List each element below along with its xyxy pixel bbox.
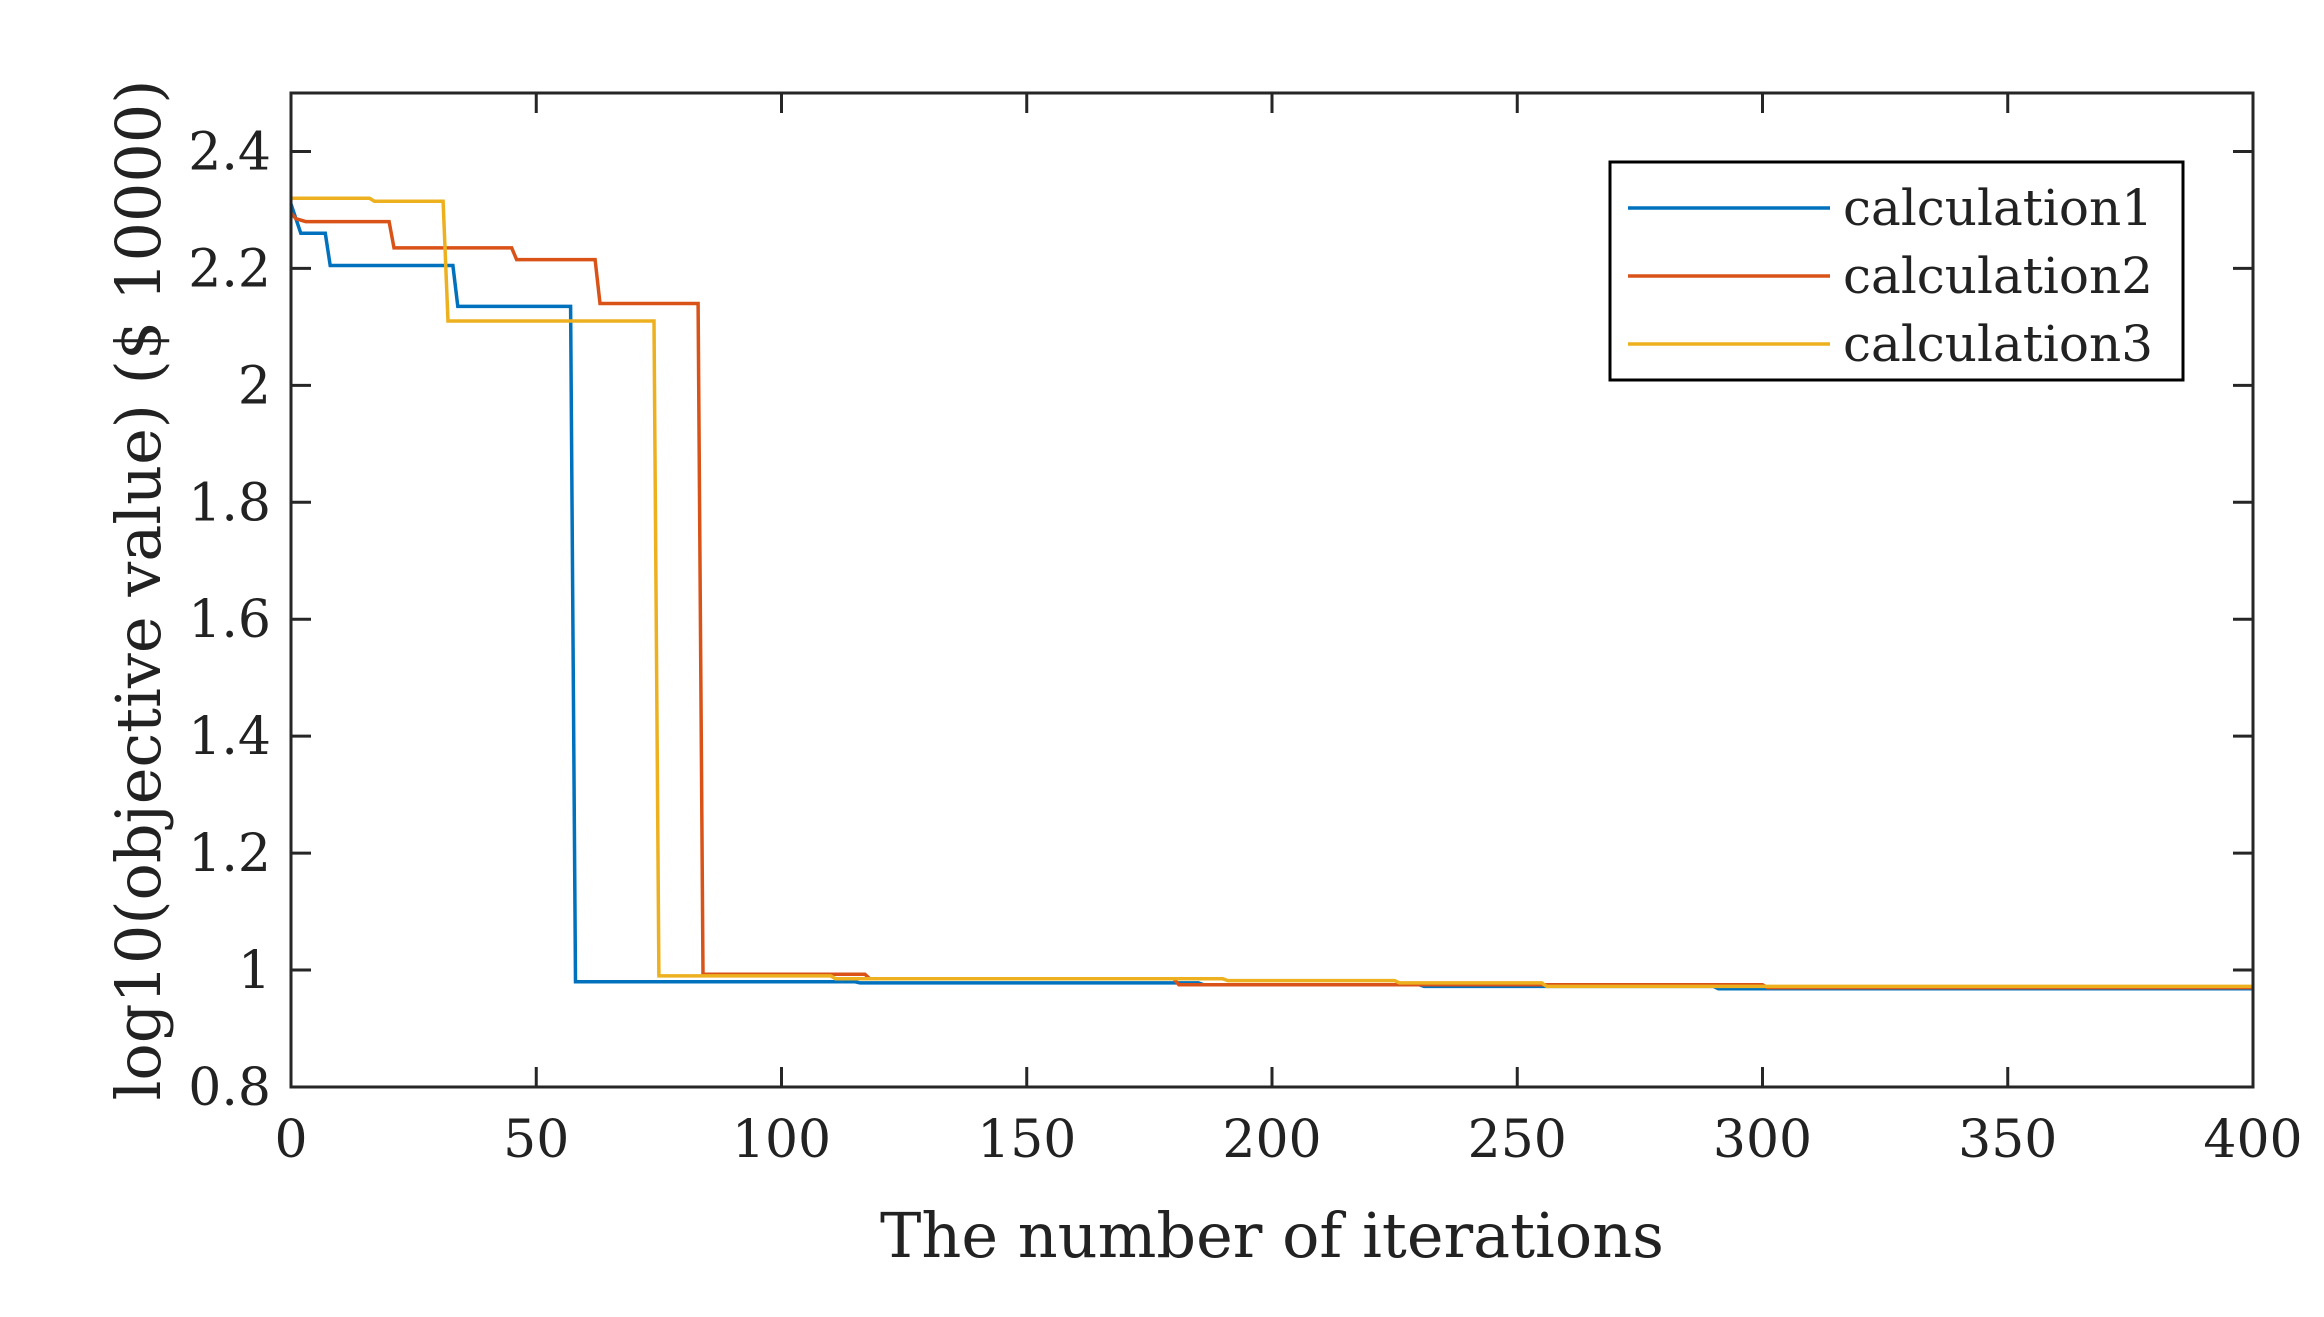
y-tick-labels: 0.8 1 1.2 1.4 1.6 1.8 2 2.2 2.4 xyxy=(188,122,271,1118)
series-line-calculation3 xyxy=(291,196,2253,989)
x-tick-label: 200 xyxy=(1222,1110,1321,1170)
y-tick-label: 2.2 xyxy=(188,239,271,299)
y-tick-label: 1.4 xyxy=(188,707,271,767)
y-tick-label: 2 xyxy=(238,356,271,416)
x-tick-label: 50 xyxy=(503,1110,569,1170)
x-tick-label: 300 xyxy=(1713,1110,1812,1170)
legend-label-calculation1: calculation1 xyxy=(1843,179,2153,237)
legend-label-calculation3: calculation3 xyxy=(1843,315,2153,373)
y-tick-label: 1.6 xyxy=(188,590,271,650)
x-tick-label: 250 xyxy=(1468,1110,1567,1170)
y-axis-title: log10(objective value) ($ 10000) xyxy=(102,80,175,1101)
series-line-calculation2 xyxy=(289,211,2253,990)
y-tick-label: 0.8 xyxy=(188,1058,271,1118)
x-tick-label: 100 xyxy=(732,1110,831,1170)
legend: calculation1 calculation2 calculation3 xyxy=(1608,160,2185,382)
series-layer xyxy=(289,196,2253,991)
x-axis-title: The number of iterations xyxy=(880,1199,1664,1272)
y-tick-label: 1 xyxy=(238,941,271,1001)
plot-frame xyxy=(289,91,2255,1089)
y-tick-label: 1.2 xyxy=(188,824,271,884)
x-tick-label: 350 xyxy=(1958,1110,2057,1170)
x-tick-labels: 0 50 100 150 200 250 300 350 400 xyxy=(274,1110,2302,1170)
x-tick-label: 0 xyxy=(274,1110,307,1170)
legend-label-calculation2: calculation2 xyxy=(1843,247,2153,305)
y-tick-label: 2.4 xyxy=(188,122,271,182)
x-tick-label: 400 xyxy=(2203,1110,2302,1170)
y-tick-label: 1.8 xyxy=(188,473,271,533)
x-tick-label: 150 xyxy=(977,1110,1076,1170)
